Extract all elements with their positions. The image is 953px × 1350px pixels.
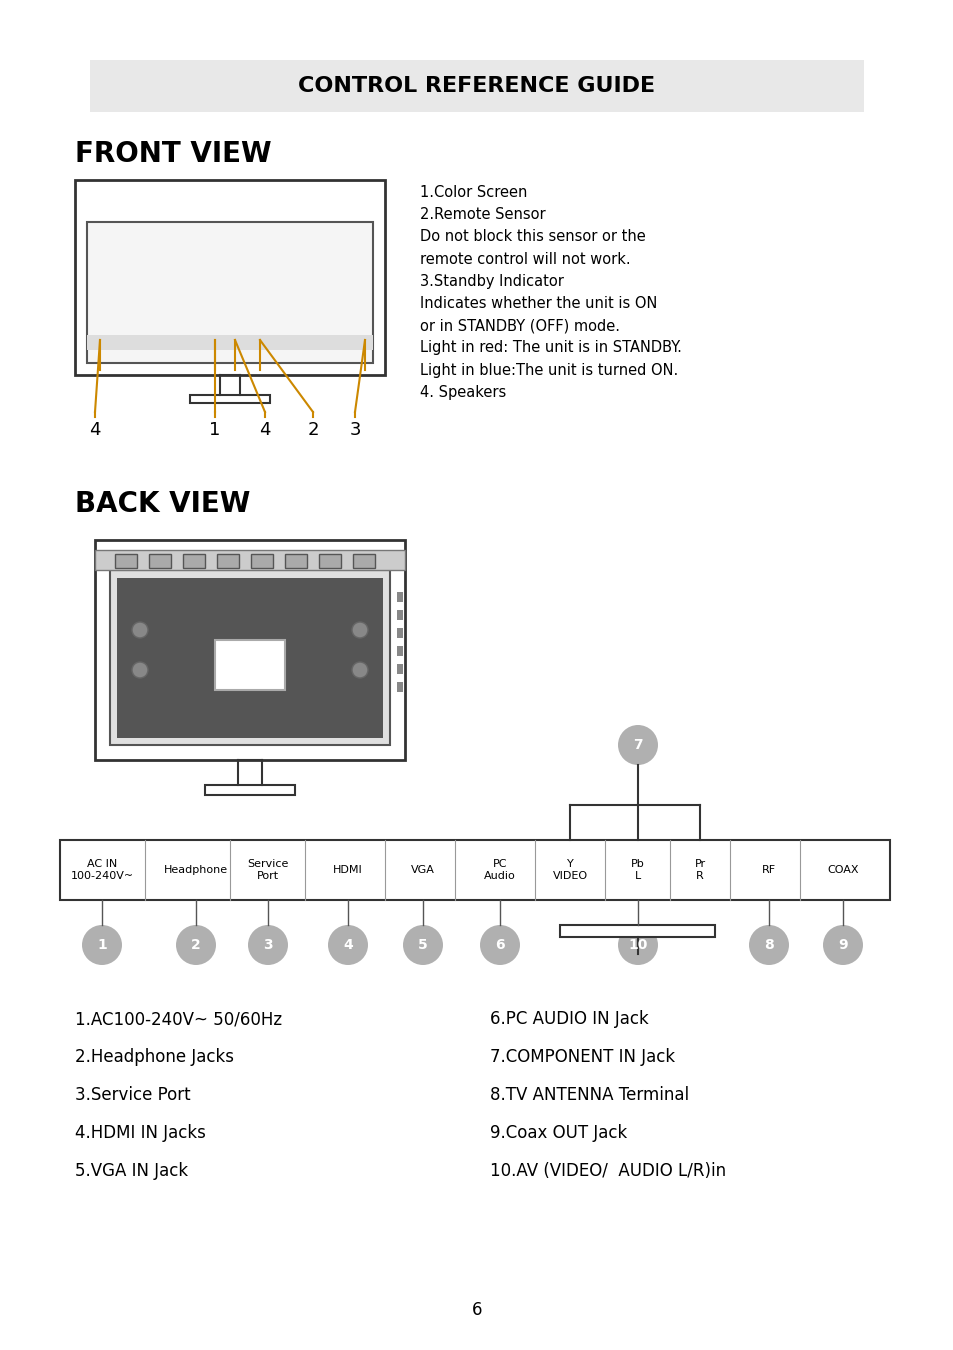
Circle shape: [132, 662, 148, 678]
Text: VGA: VGA: [411, 865, 435, 875]
Bar: [318, 554, 340, 568]
Bar: [251, 554, 273, 568]
Bar: [396, 610, 402, 620]
Bar: [60, 840, 889, 900]
Text: 10.AV (VIDEO/  AUDIO L/R)in: 10.AV (VIDEO/ AUDIO L/R)in: [490, 1162, 725, 1180]
Bar: [87, 221, 373, 363]
Circle shape: [618, 725, 658, 765]
Text: 2: 2: [307, 421, 318, 439]
Text: 4: 4: [90, 421, 101, 439]
Circle shape: [132, 622, 148, 639]
Circle shape: [175, 925, 215, 965]
Circle shape: [352, 662, 368, 678]
Bar: [115, 554, 137, 568]
Text: 7.COMPONENT IN Jack: 7.COMPONENT IN Jack: [490, 1048, 675, 1067]
Bar: [559, 925, 714, 937]
Text: FRONT VIEW: FRONT VIEW: [75, 140, 272, 167]
Circle shape: [618, 925, 658, 965]
FancyBboxPatch shape: [90, 59, 863, 112]
Text: Y
VIDEO: Y VIDEO: [552, 859, 587, 882]
Text: 9.Coax OUT Jack: 9.Coax OUT Jack: [490, 1125, 626, 1142]
Text: 5: 5: [417, 938, 428, 952]
Text: 1: 1: [209, 421, 220, 439]
Text: BACK VIEW: BACK VIEW: [75, 490, 250, 518]
Circle shape: [328, 925, 368, 965]
Text: 4.HDMI IN Jacks: 4.HDMI IN Jacks: [75, 1125, 206, 1142]
Bar: [117, 578, 382, 738]
Text: 1.AC100-240V~ 50/60Hz: 1.AC100-240V~ 50/60Hz: [75, 1010, 282, 1027]
Text: Pb
L: Pb L: [631, 859, 644, 882]
Bar: [183, 554, 205, 568]
Bar: [75, 180, 385, 375]
Bar: [95, 540, 405, 760]
Text: PC
Audio: PC Audio: [483, 859, 516, 882]
Text: COAX: COAX: [826, 865, 858, 875]
Text: 8: 8: [763, 938, 773, 952]
Text: 6.PC AUDIO IN Jack: 6.PC AUDIO IN Jack: [490, 1010, 648, 1027]
Circle shape: [82, 925, 122, 965]
Text: 1.Color Screen
2.Remote Sensor
Do not block this sensor or the
remote control wi: 1.Color Screen 2.Remote Sensor Do not bl…: [419, 185, 681, 400]
Text: 9: 9: [838, 938, 847, 952]
Bar: [87, 335, 373, 350]
Text: 8.TV ANTENNA Terminal: 8.TV ANTENNA Terminal: [490, 1085, 688, 1104]
Bar: [95, 549, 405, 570]
Text: 2.Headphone Jacks: 2.Headphone Jacks: [75, 1048, 233, 1067]
Text: 2: 2: [191, 938, 201, 952]
Bar: [396, 647, 402, 656]
Bar: [396, 682, 402, 693]
Text: 10: 10: [628, 938, 647, 952]
Text: 7: 7: [633, 738, 642, 752]
Text: Headphone: Headphone: [164, 865, 228, 875]
Bar: [396, 628, 402, 639]
Text: 3: 3: [349, 421, 360, 439]
Bar: [110, 570, 390, 745]
Circle shape: [352, 622, 368, 639]
Text: 5.VGA IN Jack: 5.VGA IN Jack: [75, 1162, 188, 1180]
Bar: [216, 554, 239, 568]
Text: Pr
R: Pr R: [694, 859, 705, 882]
Bar: [396, 664, 402, 674]
Text: 6: 6: [471, 1301, 482, 1319]
Text: 3.Service Port: 3.Service Port: [75, 1085, 191, 1104]
Bar: [396, 593, 402, 602]
Text: 4: 4: [343, 938, 353, 952]
Circle shape: [822, 925, 862, 965]
Circle shape: [748, 925, 788, 965]
Text: RF: RF: [761, 865, 775, 875]
Circle shape: [402, 925, 442, 965]
Text: 1: 1: [97, 938, 107, 952]
Bar: [214, 640, 285, 690]
Bar: [190, 396, 270, 404]
Bar: [205, 784, 294, 795]
Text: 6: 6: [495, 938, 504, 952]
Text: 3: 3: [263, 938, 273, 952]
Text: Service
Port: Service Port: [247, 859, 289, 882]
Text: 4: 4: [259, 421, 271, 439]
Bar: [149, 554, 171, 568]
Circle shape: [479, 925, 519, 965]
Bar: [353, 554, 375, 568]
Bar: [285, 554, 307, 568]
Text: AC IN
100-240V~: AC IN 100-240V~: [71, 859, 133, 882]
Circle shape: [248, 925, 288, 965]
Text: CONTROL REFERENCE GUIDE: CONTROL REFERENCE GUIDE: [298, 76, 655, 96]
Text: HDMI: HDMI: [333, 865, 362, 875]
